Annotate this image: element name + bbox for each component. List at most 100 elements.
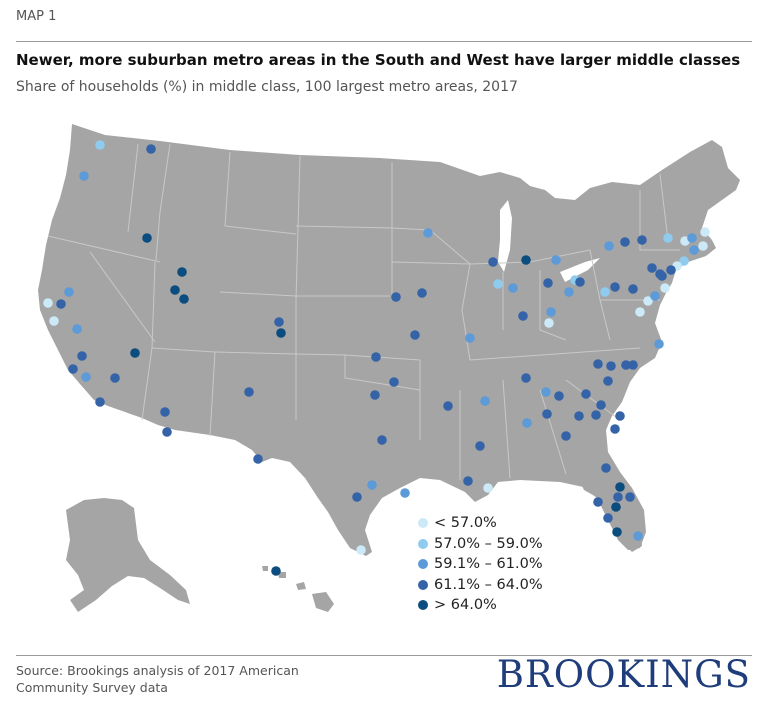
metro-dot [591,410,601,420]
metro-dot [666,265,676,275]
metro-dot [49,316,59,326]
contiguous-us-shape [38,124,740,556]
legend-item-gt64: > 64.0% [418,595,543,616]
metro-dot [542,409,552,419]
metro-dot [628,360,638,370]
metro-dot [276,328,286,338]
legend-item-57-59: 57.0% – 59.0% [418,534,543,555]
metro-dot [620,237,630,247]
metro-dot [603,376,613,386]
metro-dot [603,513,613,523]
metro-dot [601,463,611,473]
hawaii-big-island [312,592,334,612]
source-line-1: Source: Brookings analysis of 2017 Ameri… [16,663,299,678]
florida-shape [578,470,642,552]
legend-swatch-61-64 [418,579,428,590]
legend-swatch-lt57 [418,518,428,529]
metro-dot [604,241,614,251]
metro-dot [521,255,531,265]
land-mass [38,124,740,612]
metro-dot [615,482,625,492]
metro-dot [253,454,263,464]
metro-dot [544,318,554,328]
metro-dot [377,435,387,445]
metro-dot [543,278,553,288]
metro-dot [564,287,574,297]
metro-dot [417,288,427,298]
metro-dot [521,373,531,383]
legend-swatch-gt64 [418,600,428,611]
metro-dot [493,279,503,289]
legend-label-lt57: < 57.0% [434,515,497,532]
metro-dot [371,352,381,362]
metro-dot [654,339,664,349]
metro-dot [650,291,660,301]
metro-dot [551,255,561,265]
metro-dot [508,283,518,293]
metro-dot [522,418,532,428]
legend-label-61-64: 61.1% – 64.0% [434,576,543,593]
metro-dot [142,233,152,243]
metro-dot [160,407,170,417]
metro-dot [95,397,105,407]
header-rule [16,41,752,42]
metro-dot [77,351,87,361]
metro-dot [610,424,620,434]
metro-dot [612,527,622,537]
metro-dot [600,287,610,297]
metro-dot [679,256,689,266]
metro-dot [663,233,673,243]
legend-label-57-59: 57.0% – 59.0% [434,535,543,552]
metro-dot [68,364,78,374]
metro-dot [170,285,180,295]
source-note: Source: Brookings analysis of 2017 Ameri… [16,662,299,696]
footer-rule [16,655,752,656]
map-title: Newer, more suburban metro areas in the … [16,51,741,69]
metro-dot [635,307,645,317]
alaska-shape [66,498,190,612]
metro-dot [79,171,89,181]
metro-dot [596,400,606,410]
metro-dot [633,531,643,541]
metro-dot [621,360,631,370]
metro-dot [606,361,616,371]
metro-dot [475,441,485,451]
metro-dot [615,411,625,421]
metro-dot [611,502,621,512]
metro-dot [613,492,623,502]
map-label: MAP 1 [16,9,57,24]
metro-dot [541,387,551,397]
legend-item-61-64: 61.1% – 64.0% [418,575,543,596]
metro-dot [110,373,120,383]
metro-dot [628,284,638,294]
metro-dot [356,545,366,555]
hawaii-maui [296,582,306,590]
metro-dot [130,348,140,358]
state-borders [47,143,680,480]
metro-dot [518,311,528,321]
metro-dot [81,372,91,382]
metro-dot [389,377,399,387]
source-line-2: Community Survey data [16,680,168,695]
metro-dots [43,140,710,576]
brookings-logo: BROOKINGS [496,653,751,696]
metro-dot [271,566,281,576]
metro-dot [465,333,475,343]
metro-dot [244,387,254,397]
metro-dot [274,317,284,327]
metro-dot [655,269,665,279]
metro-dot [480,396,490,406]
metro-dot [162,427,172,437]
metro-dot [593,497,603,507]
lake-michigan [498,200,512,272]
metro-dot [72,324,82,334]
metro-dot [593,359,603,369]
metro-dot [64,287,74,297]
legend-label-59-61: 59.1% – 61.0% [434,556,543,573]
legend-item-59-61: 59.1% – 61.0% [418,554,543,575]
metro-dot [177,267,187,277]
legend-swatch-57-59 [418,538,428,549]
metro-dot [574,411,584,421]
metro-dot [698,241,708,251]
metro-dot [43,298,53,308]
